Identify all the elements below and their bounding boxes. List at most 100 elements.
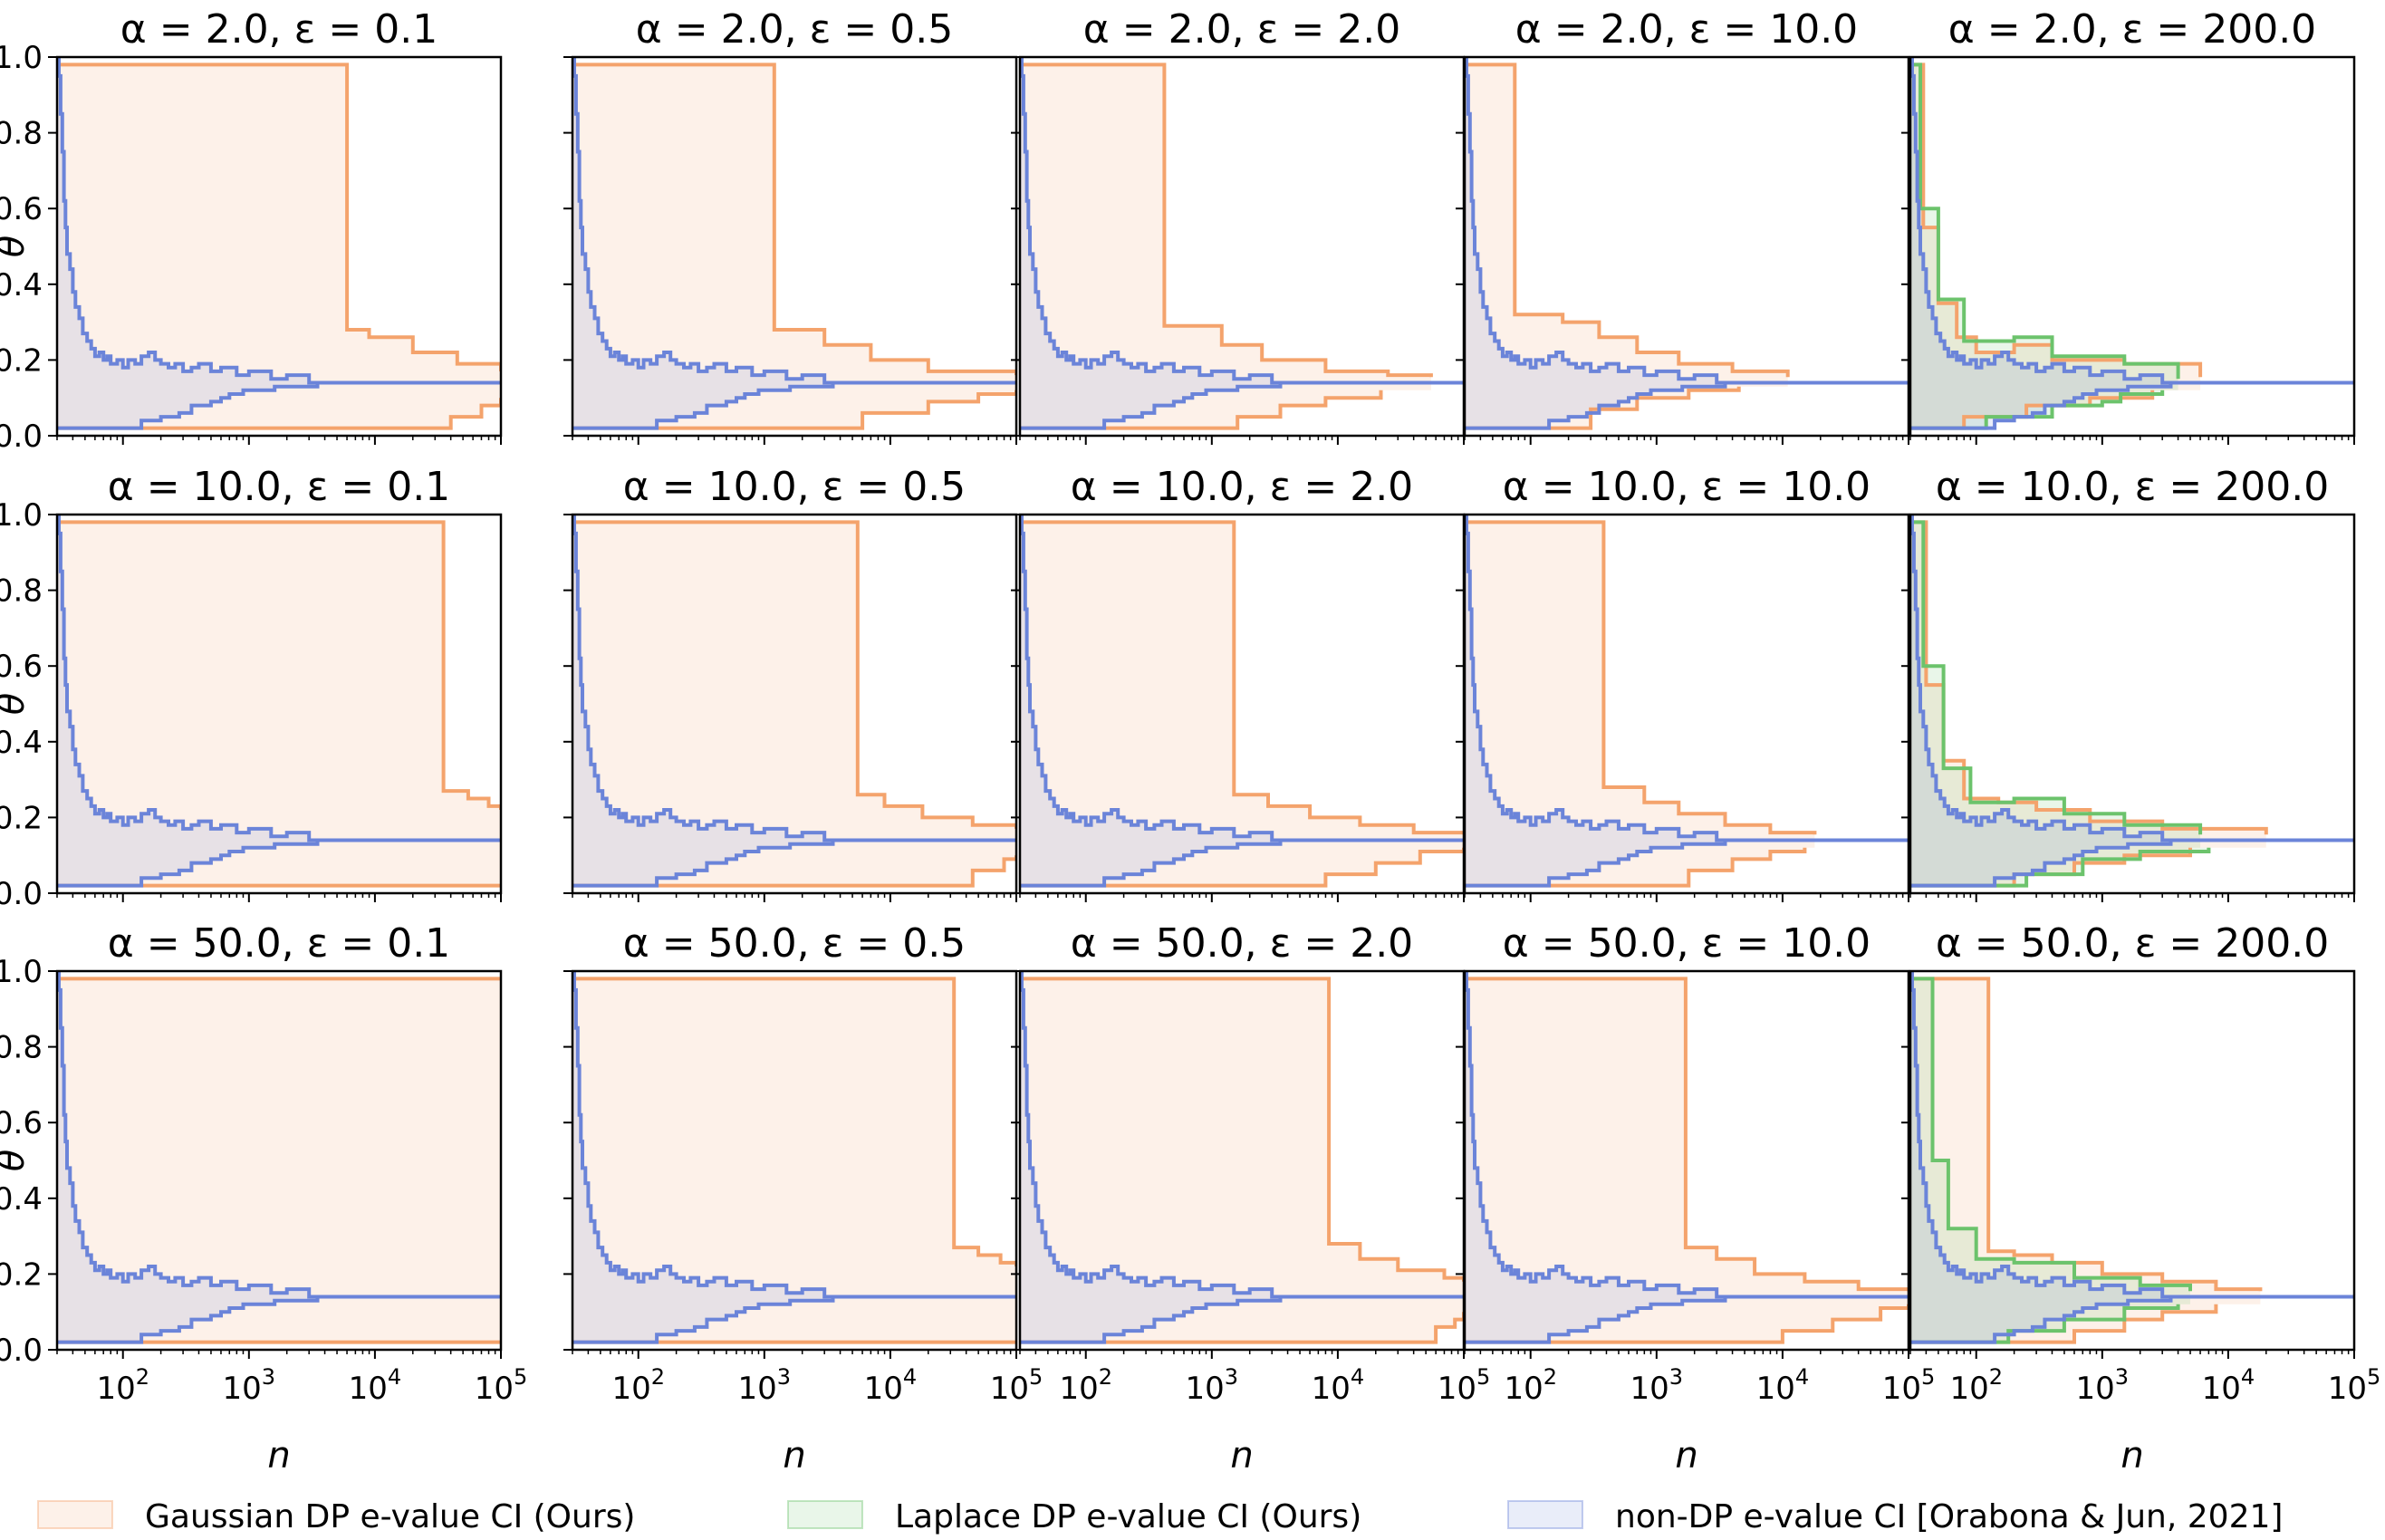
nondp-band (1020, 515, 1464, 886)
plot-area (1020, 515, 1464, 888)
x-tick-base: 10 (1059, 1371, 1098, 1407)
x-tick-base: 10 (1504, 1371, 1543, 1407)
x-axis-label: n (1230, 1435, 1253, 1477)
legend-swatch-laplace (787, 1500, 863, 1529)
gaussian-lower-line (1910, 847, 2192, 888)
laplace-lower-line (1910, 847, 2211, 888)
y-axis-label: θ (0, 1150, 33, 1171)
gaussian-band (572, 64, 1016, 428)
plot-area (1910, 515, 2354, 888)
nondp-band (1465, 57, 1909, 428)
x-tick-label: 103 (2076, 1364, 2130, 1407)
y-tick-label: 0.6 (0, 191, 43, 227)
y-axis-label: θ (0, 236, 33, 257)
x-tick-exponent: 5 (2367, 1364, 2380, 1390)
gaussian-band (1020, 64, 1431, 428)
legend-label-gaussian: Gaussian DP e-value CI (Ours) (145, 1498, 635, 1535)
x-tick-exponent: 3 (1669, 1364, 1683, 1390)
x-tick-exponent: 3 (777, 1364, 791, 1390)
x-tick-base: 10 (2328, 1371, 2367, 1407)
x-tick-base: 10 (864, 1371, 903, 1407)
y-tick-label: 0.6 (0, 649, 43, 685)
x-tick-base: 10 (611, 1371, 650, 1407)
gaussian-upper-line (1020, 63, 1433, 378)
x-tick-exponent: 4 (2241, 1364, 2255, 1390)
x-tick-base: 10 (1882, 1371, 1921, 1407)
panel-11: α = 50.0, ε = 0.10.00.20.40.60.81.0θ1021… (0, 920, 527, 1477)
nondp-band (572, 971, 1016, 1343)
axes-frame (1909, 513, 2356, 895)
panel-title: α = 2.0, ε = 2.0 (1083, 6, 1400, 53)
x-tick-label: 104 (1312, 1364, 1365, 1407)
x-tick-exponent: 3 (262, 1364, 275, 1390)
nondp-upper-line (57, 971, 501, 1299)
gaussian-lower-line (572, 390, 1016, 430)
y-tick-label: 0.0 (0, 419, 43, 455)
x-tick-base: 10 (475, 1371, 514, 1407)
x-tick-label: 105 (1882, 1364, 1936, 1407)
x-tick-label: 102 (611, 1364, 665, 1407)
gaussian-band (1020, 978, 1464, 1343)
axes-frame (1463, 513, 1910, 895)
x-tick-base: 10 (1756, 1371, 1795, 1407)
nondp-upper-line (57, 57, 501, 385)
x-tick-base: 10 (1630, 1371, 1669, 1407)
gaussian-upper-line (1020, 520, 1464, 835)
x-tick-base: 10 (1949, 1371, 1988, 1407)
axes-frame (1909, 55, 2356, 438)
nondp-lower-line (57, 1295, 501, 1344)
x-tick-exponent: 5 (1476, 1364, 1490, 1390)
x-tick-exponent: 2 (1544, 1364, 1557, 1390)
panel-title: α = 2.0, ε = 10.0 (1515, 6, 1858, 53)
gaussian-upper-line (1910, 520, 2268, 835)
laplace-band (1910, 522, 2209, 886)
gaussian-band (1910, 64, 2201, 428)
x-tick-exponent: 2 (1989, 1364, 2003, 1390)
x-tick-base: 10 (738, 1371, 777, 1407)
gaussian-lower-line (1020, 1312, 1464, 1344)
gaussian-lower-line (1465, 847, 1807, 888)
gaussian-band (57, 522, 501, 886)
x-tick-label: 102 (1059, 1364, 1112, 1407)
gaussian-upper-line (57, 63, 501, 371)
axes-frame (1909, 969, 2356, 1352)
axes-frame (55, 55, 503, 438)
panel-title: α = 50.0, ε = 10.0 (1503, 920, 1870, 967)
y-tick-label: 0.8 (0, 573, 43, 610)
nondp-band (57, 515, 501, 886)
panel-8: α = 10.0, ε = 2.0 (1011, 464, 1466, 902)
x-tick-exponent: 5 (1921, 1364, 1935, 1390)
x-tick-base: 10 (990, 1371, 1029, 1407)
nondp-band (1910, 57, 2354, 428)
panel-title: α = 50.0, ε = 2.0 (1071, 920, 1413, 967)
y-tick-label: 0.8 (0, 1030, 43, 1066)
panel-4: α = 2.0, ε = 10.0 (1456, 6, 1910, 445)
y-tick-label: 0.2 (0, 800, 43, 836)
panel-10: α = 10.0, ε = 200.0 (1901, 464, 2356, 902)
x-tick-label: 105 (990, 1364, 1043, 1407)
gaussian-band (1020, 522, 1464, 886)
panel-title: α = 2.0, ε = 200.0 (1948, 6, 2316, 53)
plot-area (57, 57, 501, 430)
y-tick-label: 0.8 (0, 116, 43, 152)
x-tick-base: 10 (2202, 1371, 2241, 1407)
x-tick-exponent: 2 (136, 1364, 149, 1390)
y-tick-label: 0.4 (0, 1181, 43, 1218)
axes-frame (55, 513, 503, 895)
nondp-band (57, 971, 501, 1343)
panel-title: α = 50.0, ε = 200.0 (1936, 920, 2329, 967)
nondp-upper-line (1020, 57, 1464, 385)
x-tick-base: 10 (1438, 1371, 1476, 1407)
nondp-upper-line (572, 515, 1016, 842)
axes-frame (571, 969, 1018, 1352)
gaussian-upper-line (1910, 977, 2263, 1292)
gaussian-upper-line (1020, 977, 1464, 1282)
x-tick-exponent: 3 (1225, 1364, 1238, 1390)
x-tick-base: 10 (1186, 1371, 1225, 1407)
x-tick-exponent: 4 (903, 1364, 917, 1390)
x-tick-exponent: 3 (2115, 1364, 2129, 1390)
nondp-upper-line (1465, 57, 1909, 385)
nondp-upper-line (1020, 515, 1464, 842)
nondp-band (1910, 971, 2354, 1343)
nondp-upper-line (57, 515, 501, 842)
